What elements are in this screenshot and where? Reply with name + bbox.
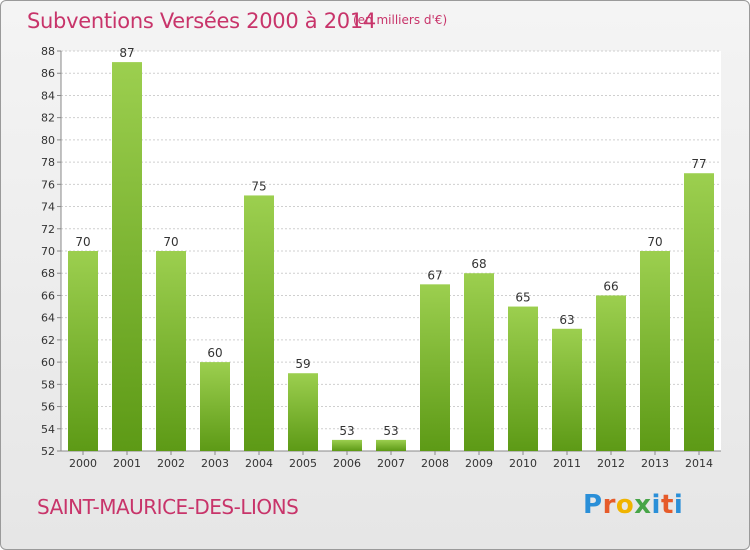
x-tick-label: 2004: [245, 457, 273, 470]
y-tick-label: 86: [41, 67, 55, 80]
bar: [684, 173, 714, 451]
bar: [156, 251, 186, 451]
city-name: SAINT-MAURICE-DES-LIONS: [37, 495, 299, 519]
bar-value-label: 70: [75, 235, 90, 249]
x-tick-label: 2012: [597, 457, 625, 470]
bar-value-label: 87: [119, 46, 134, 60]
bar: [508, 306, 538, 451]
bar-value-label: 77: [691, 157, 706, 171]
y-tick-label: 72: [41, 223, 55, 236]
bar-value-label: 75: [251, 179, 266, 193]
y-tick-label: 66: [41, 289, 55, 302]
proxiti-logo: Proxiti: [583, 490, 684, 520]
y-tick-label: 60: [41, 356, 55, 369]
x-tick-label: 2014: [685, 457, 713, 470]
x-tick-label: 2003: [201, 457, 229, 470]
bar-value-label: 66: [603, 279, 618, 293]
bar-value-label: 70: [647, 235, 662, 249]
x-tick-label: 2009: [465, 457, 493, 470]
chart-title: Subventions Versées 2000 à 2014: [27, 9, 376, 33]
y-tick-label: 68: [41, 267, 55, 280]
bar: [464, 273, 494, 451]
bar-value-label: 53: [383, 424, 398, 438]
bar-value-label: 67: [427, 268, 442, 282]
bar-value-label: 53: [339, 424, 354, 438]
x-tick-label: 2007: [377, 457, 405, 470]
x-tick-label: 2006: [333, 457, 361, 470]
bar-value-label: 68: [471, 257, 486, 271]
bar: [376, 439, 406, 451]
bar-value-label: 65: [515, 291, 530, 305]
x-tick-label: 2005: [289, 457, 317, 470]
bar-value-label: 60: [207, 346, 222, 360]
bar: [596, 295, 626, 451]
chart-unit: (en milliers d'€): [353, 13, 448, 27]
bar: [68, 251, 98, 451]
y-tick-label: 64: [41, 312, 55, 325]
x-tick-label: 2008: [421, 457, 449, 470]
bar: [244, 195, 274, 451]
bar: [200, 362, 230, 451]
bar-value-label: 70: [163, 235, 178, 249]
y-tick-label: 76: [41, 178, 55, 191]
x-tick-label: 2000: [69, 457, 97, 470]
y-tick-label: 82: [41, 112, 55, 125]
y-tick-label: 58: [41, 378, 55, 391]
x-tick-label: 2011: [553, 457, 581, 470]
bar: [288, 373, 318, 451]
bar: [552, 328, 582, 451]
x-tick-label: 2002: [157, 457, 185, 470]
y-tick-label: 80: [41, 134, 55, 147]
y-tick-label: 70: [41, 245, 55, 258]
y-tick-label: 62: [41, 334, 55, 347]
y-tick-label: 88: [41, 45, 55, 58]
bar: [640, 251, 670, 451]
y-tick-label: 74: [41, 201, 55, 214]
x-tick-label: 2001: [113, 457, 141, 470]
bar: [332, 439, 362, 451]
y-tick-label: 52: [41, 445, 55, 458]
bar: [420, 284, 450, 451]
y-tick-label: 78: [41, 156, 55, 169]
bar: [112, 62, 142, 451]
y-tick-label: 84: [41, 89, 55, 102]
bar-value-label: 59: [295, 357, 310, 371]
y-tick-label: 54: [41, 423, 55, 436]
y-tick-label: 56: [41, 401, 55, 414]
bar-value-label: 63: [559, 313, 574, 327]
x-tick-label: 2013: [641, 457, 669, 470]
x-tick-label: 2010: [509, 457, 537, 470]
